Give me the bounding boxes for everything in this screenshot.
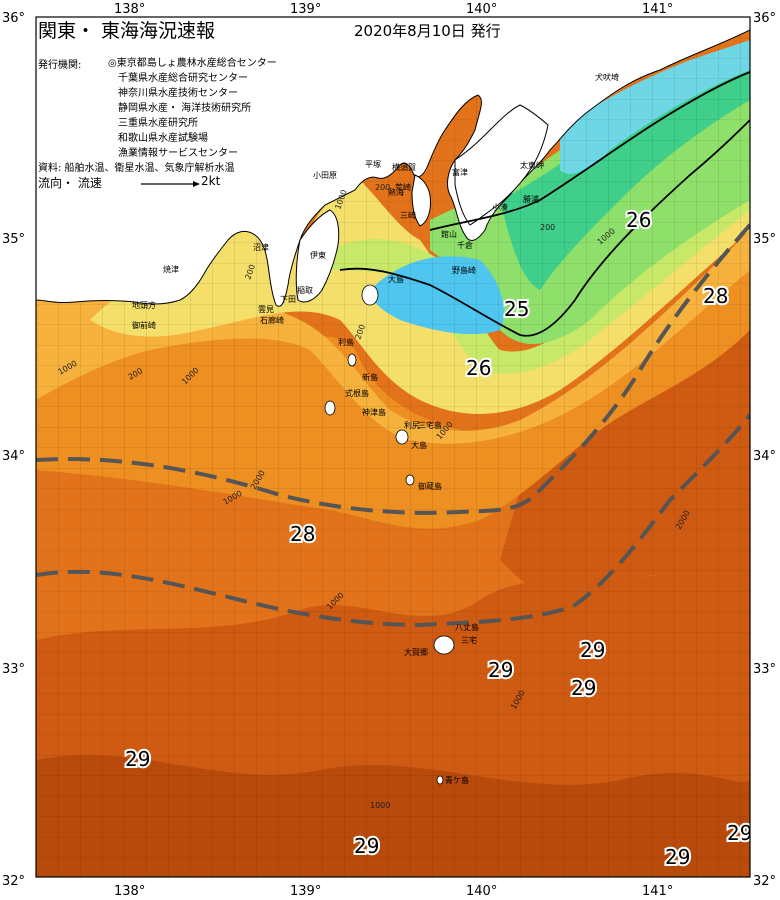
place-label: 稲取 — [297, 285, 313, 295]
place-label: 熱海 — [388, 187, 404, 197]
place-label: 大賀郷 — [404, 647, 428, 657]
lat-label-right: 36° — [753, 11, 776, 26]
isotherm-label: 25 — [504, 297, 529, 321]
map-frame — [35, 16, 751, 878]
isotherm-label: 26 — [466, 356, 491, 380]
place-label: 横須賀 — [392, 162, 416, 172]
place-label: 伊東 — [310, 250, 326, 260]
place-label: 野島崎 — [452, 265, 476, 275]
island-oshima — [361, 284, 379, 306]
place-label: 沼津 — [253, 242, 269, 252]
isotherm-label: 29 — [488, 658, 513, 682]
depth-label: 200 — [375, 183, 390, 192]
isotherm-label: 29 — [354, 834, 379, 858]
isotherm-label: 29 — [571, 676, 596, 700]
isotherm-label: 29 — [727, 821, 752, 845]
depth-label: 200 — [540, 223, 555, 232]
place-label: 富津 — [452, 167, 468, 177]
lon-label-bottom: 140° — [466, 884, 497, 899]
place-label: 犬吠埼 — [595, 72, 619, 82]
lon-label-top: 141° — [642, 2, 673, 17]
lat-label-left: 32° — [2, 874, 25, 889]
place-label: 青ケ島 — [445, 775, 469, 785]
island-niijima — [324, 400, 336, 416]
isotherm-labels: 25 26 26 28 28 29 29 29 29 29 29 29 — [123, 206, 752, 871]
place-label: 大島 — [388, 274, 404, 284]
isotherm-label: 29 — [665, 845, 690, 869]
place-label: 石廊崎 — [260, 315, 284, 325]
lat-label-right: 35° — [753, 232, 776, 247]
place-label: 新島 — [362, 372, 378, 382]
isotherm-25-line — [339, 119, 750, 337]
place-label: 勝浦 — [523, 194, 539, 204]
lon-label-bottom: 138° — [114, 884, 145, 899]
lat-label-left: 35° — [2, 232, 25, 247]
place-label: 地頭方 — [132, 300, 156, 310]
lat-label-right: 33° — [753, 662, 776, 677]
island-toshima — [347, 353, 357, 367]
place-labels: 犬吠埼 太東岬 勝浦 小湊 館山 千倉 野島崎 大島 平塚 横須賀 富津 小田原… — [132, 72, 619, 785]
island-mikura — [405, 474, 415, 486]
place-label: 三宅 — [461, 635, 477, 645]
island-miyake — [395, 429, 409, 445]
lon-label-bottom: 139° — [290, 884, 321, 899]
place-label: 八丈島 — [455, 622, 479, 632]
lat-label-left: 34° — [2, 449, 25, 464]
lat-label-left: 36° — [2, 11, 25, 26]
land-honshu — [36, 17, 750, 307]
place-label: 利尻 — [404, 420, 420, 430]
island-hachijo — [433, 635, 455, 655]
place-label: 館山 — [441, 229, 457, 239]
island-aogashima — [436, 775, 444, 785]
place-label: 荒崎 — [395, 182, 411, 192]
place-label: 御前崎 — [132, 320, 156, 330]
place-label: 焼津 — [163, 264, 179, 274]
place-label: 三崎 — [400, 210, 416, 220]
land-izu — [295, 209, 340, 303]
place-label: 神津島 — [362, 407, 386, 417]
isotherm-label: 28 — [703, 284, 728, 308]
place-label: 下田 — [280, 295, 296, 304]
lon-label-bottom: 141° — [642, 884, 673, 899]
land-boso — [454, 104, 549, 226]
kuroshio-axis-north — [36, 223, 750, 515]
place-label: 太東岬 — [520, 160, 544, 170]
lon-label-top: 138° — [114, 2, 145, 17]
kuroshio-axis-south — [36, 413, 750, 628]
place-label: 雲見 — [258, 305, 274, 314]
place-label: 利島 — [338, 337, 354, 347]
lat-label-left: 33° — [2, 662, 25, 677]
place-label: 式根島 — [345, 388, 369, 398]
place-label: 小田原 — [313, 171, 337, 180]
isotherm-label: 28 — [290, 522, 315, 546]
lon-label-top: 139° — [290, 2, 321, 17]
place-label: 大島 — [411, 440, 427, 450]
lat-label-right: 32° — [753, 874, 776, 889]
isotherm-26-line — [429, 71, 750, 231]
depth-label: 1000 — [370, 801, 390, 810]
isotherm-label: 29 — [125, 747, 150, 771]
lat-label-right: 34° — [753, 449, 776, 464]
isotherm-label: 26 — [626, 208, 651, 232]
place-label: 平塚 — [365, 160, 381, 169]
land-miura — [411, 174, 431, 227]
place-label: 小湊 — [492, 202, 508, 212]
place-label: 御蔵島 — [418, 481, 442, 491]
place-label: 三宅島 — [418, 420, 442, 430]
lon-label-top: 140° — [466, 2, 497, 17]
isotherm-label: 29 — [580, 638, 605, 662]
place-label: 千倉 — [457, 240, 473, 250]
